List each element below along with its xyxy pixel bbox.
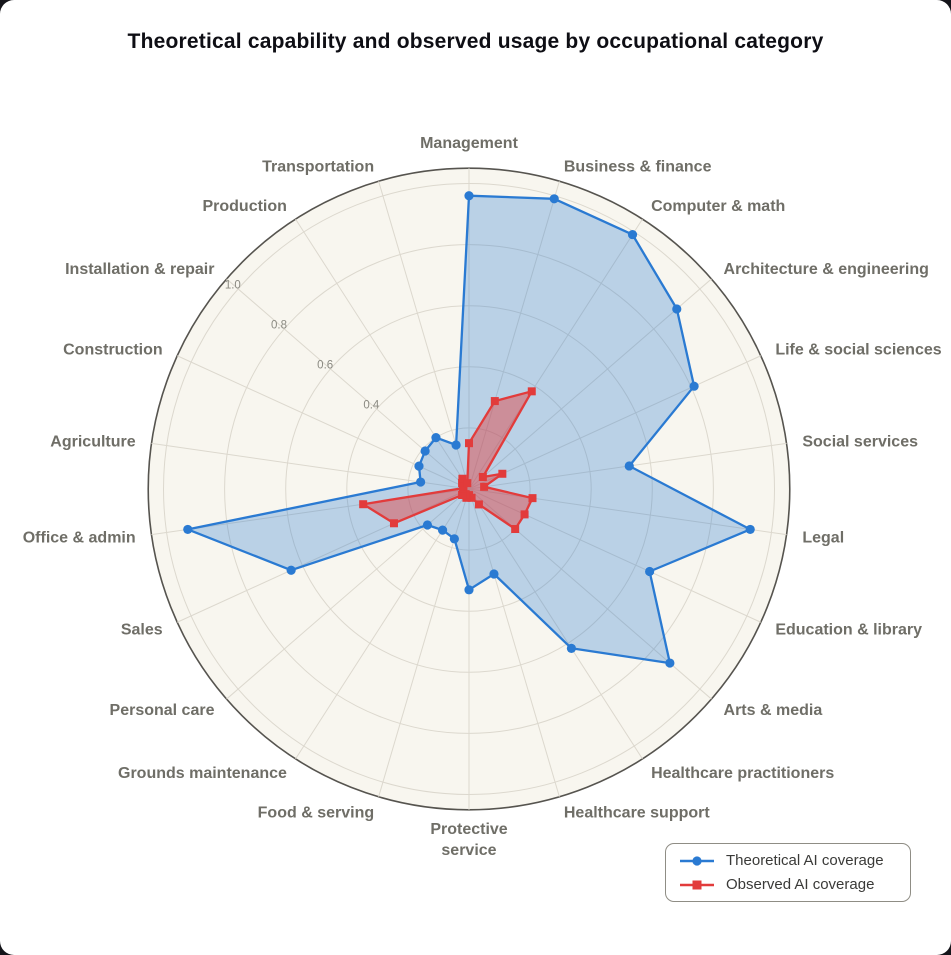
legend-item-observed: Observed AI coverage: [678, 874, 898, 896]
axis-spoke-education-library: [468, 488, 761, 623]
axis-label-computer-math: Computer & math: [651, 198, 785, 215]
point-theoretical-arts-media: [665, 658, 675, 668]
legend-item-theoretical: Theoretical AI coverage: [678, 850, 898, 872]
axis-spoke-life-social-sciences: [468, 355, 761, 490]
legend: Theoretical AI coverage Observed AI cove…: [665, 843, 911, 902]
point-observed-computer-math: [527, 387, 536, 396]
axis-label-protective-service: Protective service: [430, 821, 507, 859]
axis-label-agriculture: Agriculture: [50, 434, 135, 451]
point-theoretical-education-library: [645, 566, 655, 577]
radial-tick-1-0: 1.0: [225, 279, 241, 291]
point-observed-architecture-engineering: [478, 472, 487, 481]
axis-label-architecture-engineering: Architecture & engineering: [724, 261, 929, 278]
point-theoretical-business-finance: [549, 194, 559, 204]
axis-spoke-business-finance: [468, 181, 560, 490]
axis-spoke-healthcare-support: [468, 488, 560, 797]
axis-label-healthcare-practitioners: Healthcare practitioners: [651, 765, 834, 782]
point-observed-transportation: [463, 479, 472, 488]
point-observed-healthcare-practitioners: [474, 500, 483, 509]
point-theoretical-protective-service: [464, 585, 474, 595]
point-theoretical-construction: [414, 461, 424, 471]
axis-label-construction: Construction: [63, 342, 163, 359]
chart-title: Theoretical capability and observed usag…: [127, 30, 824, 53]
axis-label-personal-care: Personal care: [110, 702, 215, 719]
point-observed-sales: [389, 519, 398, 528]
point-theoretical-life-social-sciences: [689, 381, 699, 391]
axis-label-social-services: Social services: [802, 434, 918, 451]
legend-marker-theoretical-icon: [680, 855, 714, 866]
point-observed-personal-care: [458, 491, 467, 500]
point-theoretical-sales: [286, 565, 296, 575]
point-observed-arts-media: [511, 525, 520, 534]
point-theoretical-architecture-engineering: [672, 304, 682, 314]
point-theoretical-agriculture: [416, 477, 426, 487]
point-observed-production: [458, 474, 467, 483]
point-theoretical-computer-math: [627, 229, 638, 240]
axis-spoke-production: [295, 218, 470, 490]
axis-spoke-transportation: [378, 181, 470, 490]
axis-label-arts-media: Arts & media: [724, 702, 823, 719]
legend-marker-observed-icon: [680, 880, 714, 889]
axis-spoke-architecture-engineering: [468, 278, 712, 490]
axis-label-transportation: Transportation: [262, 158, 374, 175]
point-observed-installation-repair: [458, 478, 467, 487]
point-observed-management: [465, 439, 473, 448]
point-observed-life-social-sciences: [498, 469, 507, 478]
axis-spoke-healthcare-practitioners: [468, 488, 643, 760]
axis-label-sales: Sales: [121, 621, 163, 638]
legend-label-observed: Observed AI coverage: [726, 876, 875, 893]
point-theoretical-healthcare-support: [489, 569, 499, 579]
point-theoretical-social-services: [624, 461, 634, 471]
point-observed-education-library: [520, 510, 529, 519]
point-observed-legal: [528, 494, 537, 503]
radial-tick-0-4: 0.4: [363, 399, 380, 411]
point-theoretical-food-serving: [449, 534, 459, 544]
axis-label-installation-repair: Installation & repair: [65, 261, 214, 278]
point-theoretical-legal: [745, 524, 755, 535]
point-theoretical-installation-repair: [420, 446, 430, 456]
axis-label-office-admin: Office & admin: [23, 529, 136, 546]
axis-label-healthcare-support: Healthcare support: [564, 805, 710, 822]
point-theoretical-production: [431, 432, 441, 443]
axis-label-food-serving: Food & serving: [258, 805, 374, 822]
point-theoretical-personal-care: [422, 520, 433, 530]
axis-spoke-computer-math: [468, 218, 643, 490]
axis-label-production: Production: [202, 198, 286, 215]
axis-label-management: Management: [420, 135, 518, 152]
point-theoretical-healthcare-practitioners: [566, 643, 577, 653]
legend-label-theoretical: Theoretical AI coverage: [726, 852, 884, 869]
radial-tick-0-8: 0.8: [271, 319, 287, 331]
axis-label-grounds-maintenance: Grounds maintenance: [118, 765, 287, 782]
radial-tick-0-6: 0.6: [317, 359, 333, 371]
point-theoretical-management: [464, 191, 474, 201]
point-observed-business-finance: [490, 397, 499, 406]
axis-label-education-library: Education & library: [775, 621, 922, 638]
axis-label-life-social-sciences: Life & social sciences: [775, 342, 941, 359]
point-theoretical-office-admin: [183, 524, 193, 535]
point-theoretical-transportation: [451, 440, 461, 450]
axis-label-legal: Legal: [802, 529, 844, 546]
point-observed-office-admin: [359, 500, 368, 509]
axis-label-business-finance: Business & finance: [564, 158, 712, 175]
point-theoretical-grounds-maintenance: [437, 525, 448, 535]
point-observed-social-services: [480, 482, 489, 491]
